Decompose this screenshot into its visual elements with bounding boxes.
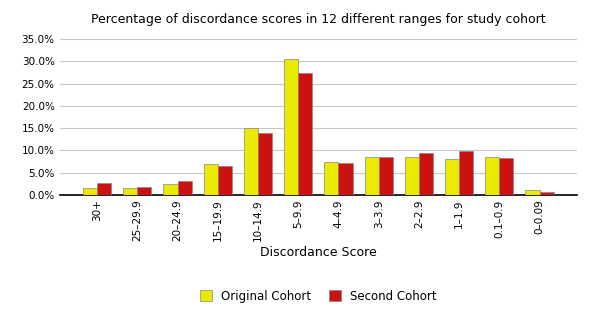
Bar bbox=[324, 162, 339, 195]
Legend: Original Cohort, Second Cohort: Original Cohort, Second Cohort bbox=[195, 285, 441, 307]
Bar bbox=[203, 164, 218, 195]
Bar bbox=[83, 188, 97, 195]
Bar bbox=[499, 158, 513, 195]
Bar bbox=[258, 133, 272, 195]
Bar bbox=[445, 159, 459, 195]
Bar bbox=[339, 163, 352, 195]
Bar bbox=[540, 192, 553, 195]
Title: Percentage of discordance scores in 12 different ranges for study cohort: Percentage of discordance scores in 12 d… bbox=[91, 13, 546, 26]
Bar bbox=[97, 183, 111, 195]
Bar bbox=[486, 157, 499, 195]
Bar bbox=[284, 59, 298, 195]
Bar bbox=[244, 128, 258, 195]
Bar bbox=[218, 166, 232, 195]
Bar bbox=[419, 154, 433, 195]
X-axis label: Discordance Score: Discordance Score bbox=[260, 246, 377, 259]
Bar bbox=[365, 157, 378, 195]
Bar bbox=[164, 184, 177, 195]
Bar bbox=[378, 157, 393, 195]
Bar bbox=[123, 188, 137, 195]
Bar bbox=[137, 187, 151, 195]
Bar bbox=[298, 73, 312, 195]
Bar bbox=[459, 151, 473, 195]
Bar bbox=[177, 181, 192, 195]
Bar bbox=[405, 157, 419, 195]
Bar bbox=[525, 191, 540, 195]
